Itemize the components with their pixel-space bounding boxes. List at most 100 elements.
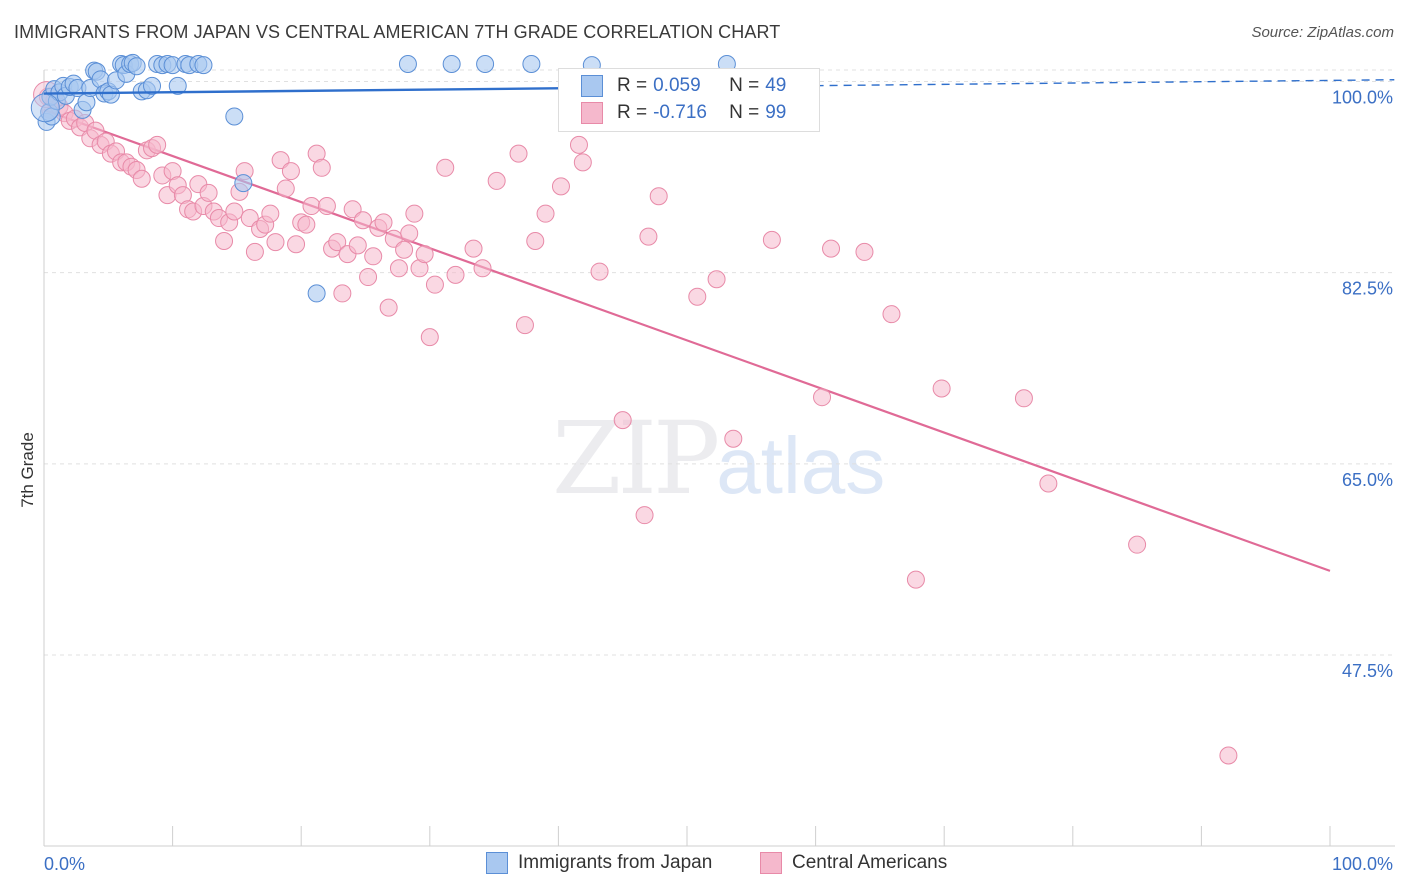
watermark-zip: ZIP	[552, 400, 720, 517]
central-point	[932, 379, 951, 398]
central-point	[420, 328, 439, 347]
central-point	[464, 239, 483, 258]
central-point	[199, 183, 218, 202]
central-point	[724, 429, 743, 448]
central-point	[551, 177, 570, 196]
central-point	[389, 259, 408, 278]
central-point	[1219, 746, 1238, 765]
series-legend-central: Central Americans	[760, 852, 947, 874]
axes	[43, 70, 1395, 847]
x-tick-label-max: 100.0%	[1332, 854, 1393, 874]
central-point	[1039, 474, 1058, 493]
series-legend: Immigrants from Japan Central Americans	[0, 852, 1406, 878]
central-point	[649, 187, 668, 206]
trend-line-central	[43, 108, 1331, 572]
central-point	[613, 411, 632, 430]
series-swatch-japan	[486, 852, 508, 874]
central-point	[446, 265, 465, 284]
central-point	[1014, 389, 1033, 408]
tick-labels: 100.0% 82.5% 65.0% 47.5% 0.0% 100.0%	[44, 88, 1393, 875]
central-point	[215, 231, 234, 250]
central-point	[374, 213, 393, 232]
legend-n-value-central: 99	[765, 102, 787, 123]
legend-r-value-central: -0.716	[653, 102, 707, 123]
central-point	[425, 275, 444, 294]
source-attribution: Source: ZipAtlas.com	[1251, 24, 1394, 41]
y-tick-label: 47.5%	[1342, 661, 1393, 681]
central-point	[415, 245, 434, 264]
central-point	[515, 316, 534, 335]
central-point	[635, 506, 654, 525]
central-point	[707, 270, 726, 289]
central-point	[287, 235, 306, 254]
japan-point	[168, 76, 187, 95]
central-point	[317, 197, 336, 216]
central-point	[266, 233, 285, 252]
central-point	[688, 287, 707, 306]
legend-r-value-japan: 0.059	[653, 75, 701, 96]
central-point	[148, 135, 167, 154]
central-point	[573, 153, 592, 172]
central-point	[359, 268, 378, 287]
central-point	[526, 231, 545, 250]
legend-swatch-central	[581, 102, 603, 124]
japan-point	[476, 55, 495, 74]
series-swatch-central	[760, 852, 782, 874]
central-point	[353, 211, 372, 230]
central-point	[225, 202, 244, 221]
legend-swatch-japan	[581, 75, 603, 97]
y-tick-label: 65.0%	[1342, 470, 1393, 490]
central-point	[639, 227, 658, 246]
legend-n-label-central: N =	[729, 102, 760, 123]
central-point	[855, 242, 874, 261]
chart-title: IMMIGRANTS FROM JAPAN VS CENTRAL AMERICA…	[14, 22, 781, 42]
series-label-japan: Immigrants from Japan	[518, 852, 713, 873]
central-point	[132, 169, 151, 188]
central-point	[473, 259, 492, 278]
japan-point	[127, 57, 146, 76]
central-point	[333, 284, 352, 303]
central-point	[328, 233, 347, 252]
central-point	[405, 204, 424, 223]
legend-r-label-japan: R =	[617, 75, 648, 96]
central-point	[312, 158, 331, 177]
central-point	[590, 262, 609, 281]
japan-point	[522, 55, 541, 74]
central-point	[281, 162, 300, 181]
japan-point	[143, 76, 162, 95]
correlation-legend: R = 0.059 N = 49 R = -0.716 N = 99	[558, 68, 820, 132]
central-point	[400, 224, 419, 243]
central-point	[395, 240, 414, 259]
y-tick-label: 100.0%	[1332, 88, 1393, 108]
y-tick-label: 82.5%	[1342, 279, 1393, 299]
central-point	[1128, 535, 1147, 554]
central-point	[364, 247, 383, 266]
central-point	[245, 242, 264, 261]
japan-point	[194, 56, 213, 75]
series-legend-japan: Immigrants from Japan	[486, 852, 712, 874]
japan-point	[442, 55, 461, 74]
japan-point	[398, 55, 417, 74]
central-point	[302, 197, 321, 216]
central-point	[348, 236, 367, 255]
central-point	[297, 215, 316, 234]
central-point	[276, 179, 295, 198]
legend-r-label-central: R =	[617, 102, 648, 123]
central-point	[762, 230, 781, 249]
legend-row-japan: R = 0.059 N = 49	[581, 73, 786, 99]
central-point	[536, 204, 555, 223]
legend-row-central: R = -0.716 N = 99	[581, 100, 787, 126]
central-point	[379, 298, 398, 317]
legend-n-label-japan: N =	[729, 75, 760, 96]
central-point	[882, 305, 901, 324]
central-point	[509, 144, 528, 163]
japan-point	[307, 284, 326, 303]
trend-central-group	[43, 108, 1331, 572]
x-tick-label-min: 0.0%	[44, 854, 85, 874]
series-label-central: Central Americans	[792, 852, 948, 873]
central-point	[822, 239, 841, 258]
central-point	[569, 135, 588, 154]
japan-points	[30, 53, 736, 303]
central-americans-points	[33, 81, 1238, 765]
